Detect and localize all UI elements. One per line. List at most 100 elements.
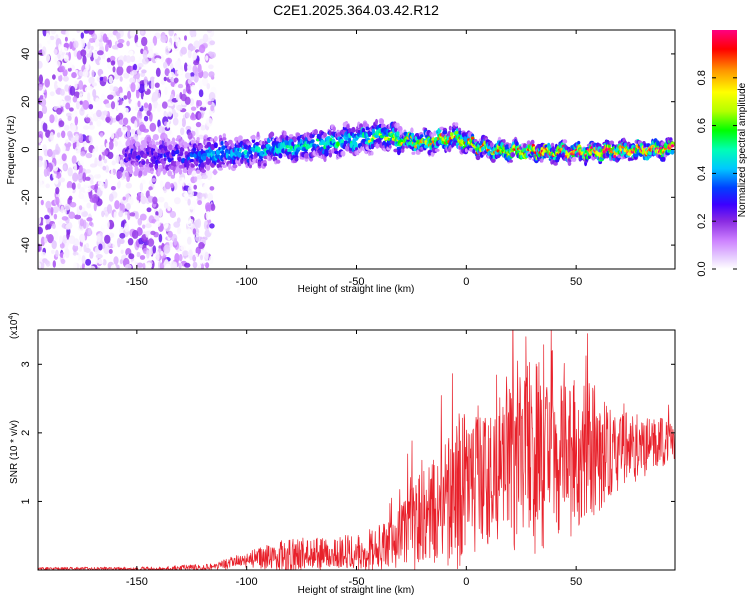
spectrogram-cell <box>105 43 109 52</box>
spectrogram-cell <box>196 137 200 142</box>
spectrogram-cell <box>379 118 385 125</box>
spectrogram-cell <box>49 35 55 41</box>
spectrogram-cell <box>38 137 42 143</box>
spectrogram-cell <box>80 49 87 57</box>
spectrogram-cell <box>163 157 167 162</box>
spectrogram-cell <box>152 35 158 46</box>
spectrogram-cell <box>69 123 76 133</box>
spectrogram-cell <box>117 39 125 44</box>
spectrogram-cell <box>328 152 333 158</box>
spectrogram-cell <box>78 133 84 143</box>
spectrogram-cell <box>163 76 167 82</box>
colorbar: 0.0 0.2 0.4 0.6 0.8 Normalized spectral ampl… <box>696 30 748 277</box>
spectrogram-cell <box>111 45 119 50</box>
spectrogram-cell <box>114 140 119 147</box>
spectrogram-cell <box>74 163 77 173</box>
spectrogram-cell <box>160 35 168 43</box>
spectrogram-cell <box>102 33 108 43</box>
spectrogram-cell <box>102 223 106 229</box>
spectrogram-cell <box>140 195 147 205</box>
spectrogram-cell <box>193 60 200 66</box>
spectrogram-cell <box>88 104 94 110</box>
spectrogram-cell <box>180 46 187 55</box>
spectrogram-cell <box>289 134 294 138</box>
spectrogram-cell <box>177 69 183 75</box>
spectrogram-cell <box>128 253 135 260</box>
spectrogram-cell <box>78 173 84 183</box>
spectrogram-cell <box>67 67 72 72</box>
spectrogram-cell <box>152 134 159 141</box>
spectrogram-cell <box>38 226 43 235</box>
spectrogram-cell <box>207 192 213 202</box>
spectrogram-cell <box>110 264 117 269</box>
x-tick-label: 50 <box>570 276 582 288</box>
spectrogram-cell <box>128 144 134 150</box>
spectrogram-cell <box>135 54 140 61</box>
spectrogram-cell <box>179 147 185 152</box>
spectrogram-cell <box>141 36 148 47</box>
spectrogram-cell <box>81 39 86 48</box>
spectrogram-cell <box>475 154 481 161</box>
y-tick-label: 0 <box>20 146 32 152</box>
spectrogram-cell <box>43 236 48 244</box>
spectrogram-cell <box>129 212 136 217</box>
spectrogram-cell <box>254 141 260 146</box>
spectrogram-cell <box>351 126 356 133</box>
spectrogram-cell <box>132 63 138 71</box>
spectrogram-cell <box>195 253 199 258</box>
spectrogram-cell <box>133 150 138 157</box>
spectrogram-cell <box>126 90 132 100</box>
spectrogram-cell <box>179 150 184 157</box>
spectrogram-cell <box>141 179 146 185</box>
spectrogram-cell <box>577 140 581 145</box>
spectrogram-cell <box>99 181 105 191</box>
spectrogram-cell <box>112 240 118 250</box>
spectrogram-cell <box>125 203 131 211</box>
spectrogram-cell <box>167 206 171 211</box>
x-tick-label: 0 <box>463 276 469 288</box>
spectrogram-cell <box>146 110 151 117</box>
spectrogram-cell <box>74 214 82 220</box>
spectrogram-cell <box>45 224 49 231</box>
spectrogram-cell <box>208 64 214 70</box>
spectrogram-cell <box>183 192 189 197</box>
spectrogram-cell <box>168 72 172 80</box>
spectrogram-cell <box>540 158 544 163</box>
spectrogram-cell <box>106 57 111 63</box>
spectrogram-cell <box>106 204 113 214</box>
spectrogram-cell <box>150 76 155 82</box>
y-tick-label: 3 <box>20 361 32 367</box>
spectrogram-cell <box>154 221 161 228</box>
spectrogram-cell <box>52 260 56 268</box>
spectrogram-cell <box>143 94 149 101</box>
spectrogram-cell <box>89 179 94 185</box>
spectrogram-cell <box>76 30 81 34</box>
spectrogram-cell <box>201 169 206 174</box>
spectrogram-cell <box>293 136 297 143</box>
spectrogram-cell <box>86 202 91 209</box>
spectrogram-cell <box>454 122 459 127</box>
spectrogram-cell <box>93 202 97 212</box>
spectrogram-cell <box>53 49 58 55</box>
spectrogram-cell <box>196 180 203 186</box>
spectrogram-cell <box>221 150 225 156</box>
spectrogram-cell <box>55 196 60 205</box>
spectrogram-cell <box>85 117 91 123</box>
spectrogram-cell <box>122 196 126 201</box>
spectrogram-cell <box>138 170 143 177</box>
spectrogram-cell <box>209 223 215 229</box>
spectrogram-cell <box>110 101 116 110</box>
spectrogram-cell <box>173 77 179 84</box>
spectrogram-cell <box>207 100 212 106</box>
spectrogram-cell <box>58 43 62 52</box>
snr-y-label: SNR (10 * v/v) <box>9 420 20 484</box>
spectrogram-cell <box>192 261 198 269</box>
spectrogram-cell <box>221 164 227 168</box>
spectrogram-cell <box>54 80 58 90</box>
spectrogram-y-ticks: -40 -20 0 20 40 <box>20 48 675 253</box>
spectrogram-cell <box>73 238 80 247</box>
spectrogram-cell <box>67 130 73 138</box>
spectrogram-cell <box>143 102 149 109</box>
snr-x-ticks: -150 -100 -50 0 50 <box>126 330 582 588</box>
